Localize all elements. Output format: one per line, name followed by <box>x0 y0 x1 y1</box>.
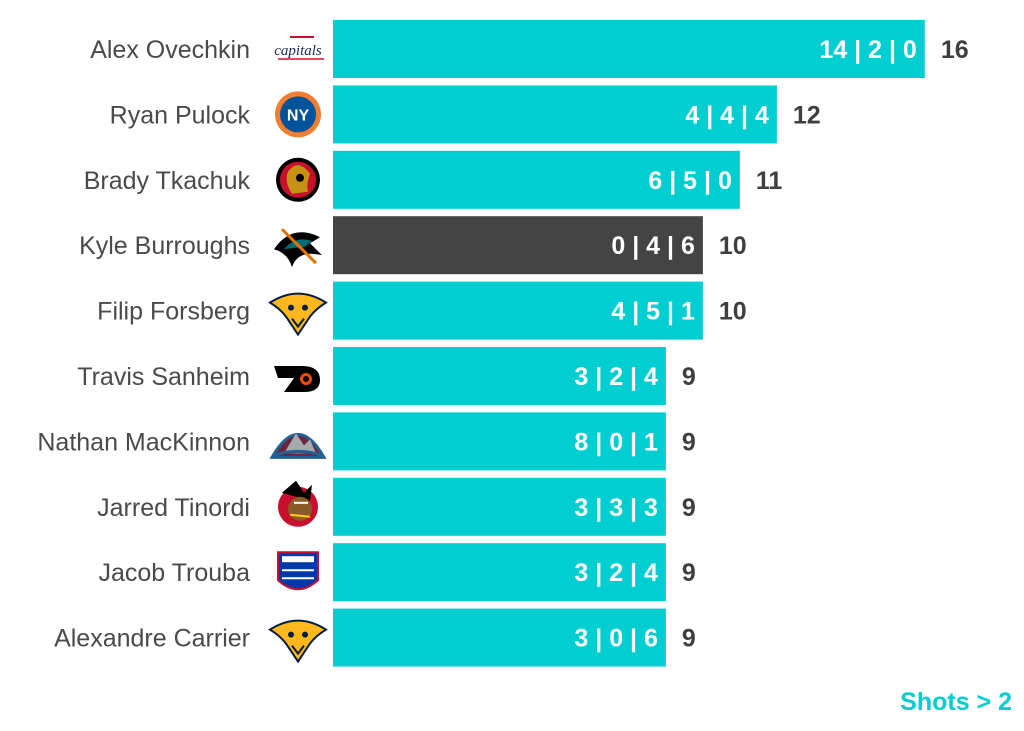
capitals-logo: capitals <box>274 36 324 60</box>
shots-bar <box>333 477 666 536</box>
player-name-label: Jacob Trouba <box>99 559 251 587</box>
shots-total-label: 9 <box>682 363 696 391</box>
shots-bar <box>333 150 740 209</box>
shots-breakdown-label: 3 | 2 | 4 <box>574 363 658 391</box>
shots-bar <box>333 20 925 78</box>
player-name-label: Ryan Pulock <box>110 101 251 129</box>
shots-total-label: 9 <box>682 494 696 522</box>
shots-breakdown-label: 3 | 3 | 3 <box>574 494 657 522</box>
sharks-logo <box>274 228 322 268</box>
shots-total-label: 16 <box>941 36 969 64</box>
shots-bar <box>333 608 666 667</box>
flyers-logo <box>274 366 320 392</box>
svg-text:capitals: capitals <box>274 43 322 59</box>
shots-total-label: 12 <box>793 101 821 129</box>
player-name-label: Alex Ovechkin <box>90 36 250 64</box>
shots-bar <box>333 281 703 340</box>
shots-breakdown-label: 0 | 4 | 6 <box>611 232 694 260</box>
avalanche-logo <box>269 432 327 459</box>
player-name-label: Kyle Burroughs <box>79 232 250 260</box>
shots-bar <box>333 216 703 275</box>
shots-bar <box>333 347 666 405</box>
shots-total-label: 9 <box>682 625 696 653</box>
shots-breakdown-label: 8 | 0 | 1 <box>574 428 658 456</box>
blackhawks-logo <box>278 480 318 527</box>
senators-logo <box>276 157 320 202</box>
player-name-label: Travis Sanheim <box>77 363 250 391</box>
shots-threshold-note: Shots > 2 <box>900 688 1012 716</box>
shots-total-label: 10 <box>719 298 747 326</box>
shots-breakdown-label: 6 | 5 | 0 <box>648 167 731 195</box>
player-name-label: Brady Tkachuk <box>84 167 251 195</box>
islanders-logo: NY <box>275 91 321 138</box>
shots-breakdown-label: 3 | 2 | 4 <box>574 559 658 587</box>
shots-bar <box>333 412 666 471</box>
shots-total-label: 11 <box>756 167 783 195</box>
player-name-label: Filip Forsberg <box>97 298 250 326</box>
shots-total-label: 9 <box>682 559 696 587</box>
shots-breakdown-label: 14 | 2 | 0 <box>819 36 916 64</box>
shots-bar <box>333 85 777 144</box>
shots-breakdown-label: 4 | 5 | 1 <box>611 298 695 326</box>
predators-logo <box>268 292 328 337</box>
player-name-label: Alexandre Carrier <box>54 625 250 653</box>
player-name-label: Jarred Tinordi <box>97 494 250 522</box>
shots-total-label: 9 <box>682 428 696 456</box>
shots-breakdown-label: 4 | 4 | 4 <box>685 101 769 129</box>
shots-total-label: 10 <box>719 232 747 260</box>
predators-logo <box>268 619 328 664</box>
shots-breakdown-label: 3 | 0 | 6 <box>574 625 657 653</box>
player-name-label: Nathan MacKinnon <box>37 428 250 456</box>
rangers-logo <box>277 551 319 591</box>
shots-bar <box>333 543 666 602</box>
svg-text:NY: NY <box>287 107 310 124</box>
